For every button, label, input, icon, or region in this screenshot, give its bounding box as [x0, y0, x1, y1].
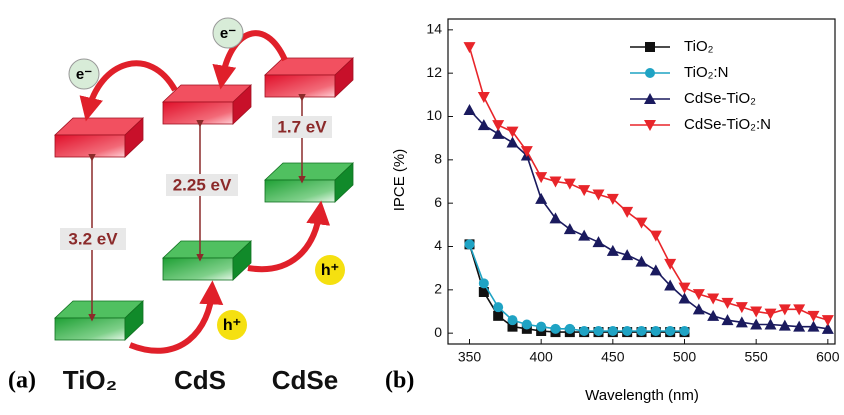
gap-label: 1.7 eV — [277, 117, 327, 136]
marker — [564, 223, 576, 234]
hole-label: h⁺ — [321, 262, 339, 279]
y-tick-label: 10 — [426, 107, 442, 123]
figure: 3.2 eV 2.25 eV 1.7 eV e⁻ e⁻ h⁺ h⁺ (a) Ti… — [0, 0, 844, 410]
marker — [493, 311, 503, 321]
series-line — [470, 110, 828, 329]
legend-label: TiO₂ — [684, 38, 714, 55]
marker — [492, 120, 504, 131]
electron-transfer-arrow — [88, 63, 175, 112]
marker — [478, 92, 490, 103]
tio2-vb — [55, 301, 143, 340]
y-tick-label: 8 — [434, 151, 442, 167]
tio2-cb — [55, 118, 143, 157]
x-tick-label: 450 — [601, 349, 625, 365]
marker — [650, 264, 662, 275]
marker — [535, 193, 547, 204]
marker — [479, 278, 489, 288]
marker — [664, 259, 676, 270]
marker — [650, 231, 662, 242]
hole-transfer-arrow — [248, 210, 320, 269]
legend-marker — [645, 68, 655, 78]
marker — [651, 326, 661, 336]
marker — [594, 326, 604, 336]
marker — [765, 309, 777, 320]
material-label: CdS — [174, 365, 226, 395]
hole-label: h⁺ — [223, 317, 241, 334]
y-tick-label: 0 — [434, 324, 442, 340]
legend-marker — [645, 42, 655, 52]
y-tick-label: 2 — [434, 281, 442, 297]
marker — [508, 315, 518, 325]
marker — [579, 326, 589, 336]
marker — [522, 320, 532, 330]
marker — [607, 245, 619, 256]
x-tick-label: 400 — [529, 349, 553, 365]
material-label: TiO₂ — [63, 365, 117, 395]
marker — [465, 239, 475, 249]
plot-frame — [448, 19, 835, 344]
marker — [464, 104, 476, 115]
cdse-vb — [265, 163, 353, 202]
x-tick-label: 500 — [673, 349, 697, 365]
marker — [608, 326, 618, 336]
marker — [536, 322, 546, 332]
x-tick-label: 550 — [744, 349, 768, 365]
panel-label: (b) — [385, 368, 414, 394]
y-tick-label: 12 — [426, 64, 442, 80]
cds-vb — [163, 241, 251, 280]
marker — [621, 207, 633, 218]
marker — [679, 283, 691, 294]
material-label: CdSe — [272, 365, 338, 395]
marker — [636, 256, 648, 267]
electron-label: e⁻ — [76, 66, 92, 83]
y-tick-label: 6 — [434, 194, 442, 210]
marker — [565, 324, 575, 334]
marker — [637, 326, 647, 336]
marker — [822, 315, 834, 326]
gap-label: 2.25 eV — [173, 175, 232, 194]
marker — [550, 212, 562, 223]
marker — [493, 302, 503, 312]
electron-label: e⁻ — [220, 25, 236, 42]
marker — [680, 326, 690, 336]
marker — [551, 324, 561, 334]
cds-cb — [163, 85, 251, 124]
marker — [693, 303, 705, 314]
gap-label: 3.2 eV — [68, 229, 118, 248]
marker — [578, 230, 590, 241]
marker — [622, 326, 632, 336]
x-axis-label: Wavelength (nm) — [585, 387, 699, 404]
y-axis-label: IPCE (%) — [391, 149, 408, 212]
marker — [665, 326, 675, 336]
x-tick-label: 350 — [458, 349, 482, 365]
x-tick-label: 600 — [816, 349, 840, 365]
series-line — [470, 47, 828, 320]
band-diagram: 3.2 eV 2.25 eV 1.7 eV e⁻ e⁻ h⁺ h⁺ (a) Ti… — [8, 18, 353, 395]
legend-label: TiO₂:N — [684, 64, 728, 81]
y-tick-label: 14 — [426, 21, 442, 37]
panel-label: (a) — [8, 368, 36, 394]
marker — [593, 236, 605, 247]
legend-label: CdSe-TiO₂:N — [684, 116, 771, 133]
legend-label: CdSe-TiO₂ — [684, 90, 756, 107]
marker — [707, 310, 719, 321]
cdse-cb — [265, 58, 353, 97]
marker — [564, 179, 576, 190]
y-tick-label: 4 — [434, 237, 442, 253]
marker — [464, 42, 476, 53]
marker — [507, 127, 519, 138]
